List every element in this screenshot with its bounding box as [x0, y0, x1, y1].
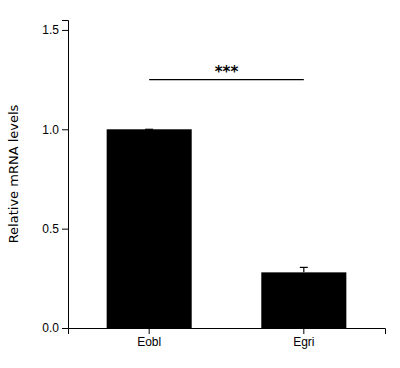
y-tick-mark [62, 30, 68, 31]
x-tick-label: Egri [293, 335, 314, 349]
error-bar [145, 129, 153, 130]
bar [107, 129, 192, 328]
bars [107, 129, 347, 328]
y-tick-label: 0.0 [42, 321, 59, 335]
x-axis: Eobl Egri [69, 328, 386, 349]
y-tick-label: 0.5 [42, 222, 59, 236]
x-tick-mark [149, 328, 150, 334]
significance-text: *** [215, 63, 239, 81]
annotations: *** [149, 63, 304, 81]
x-tick-mark [303, 328, 304, 334]
y-tick: 0.0 [42, 321, 68, 335]
y-tick: 1.5 [42, 23, 68, 37]
plot: 0.0 0.5 1.0 1.5 Eobl Egri *** [42, 21, 385, 349]
chart-svg: 0.0 0.5 1.0 1.5 Eobl Egri *** Relative mRNA lev… [0, 0, 400, 368]
x-tick: Egri [293, 328, 314, 349]
y-tick: 1.0 [42, 123, 68, 137]
y-tick-label: 1.0 [42, 123, 59, 137]
y-tick-mark [62, 229, 68, 230]
y-axis-title: Relative mRNA levels [6, 104, 21, 243]
error-bar-stem [303, 267, 304, 272]
y-tick-label: 1.5 [42, 23, 59, 37]
chart-container: 0.0 0.5 1.0 1.5 Eobl Egri *** Relative mRNA lev… [0, 0, 400, 368]
bar [261, 272, 346, 328]
y-tick: 0.5 [42, 222, 68, 236]
y-axis-line [62, 21, 69, 329]
error-bar-cap [145, 129, 153, 130]
x-tick-label: Eobl [137, 335, 161, 349]
y-tick-mark [62, 129, 68, 130]
y-tick-mark [62, 328, 68, 329]
y-axis: 0.0 0.5 1.0 1.5 [42, 21, 68, 336]
x-tick: Eobl [137, 328, 161, 349]
x-axis-line [69, 329, 386, 335]
error-bar [300, 267, 308, 272]
error-bar-cap [300, 267, 308, 268]
